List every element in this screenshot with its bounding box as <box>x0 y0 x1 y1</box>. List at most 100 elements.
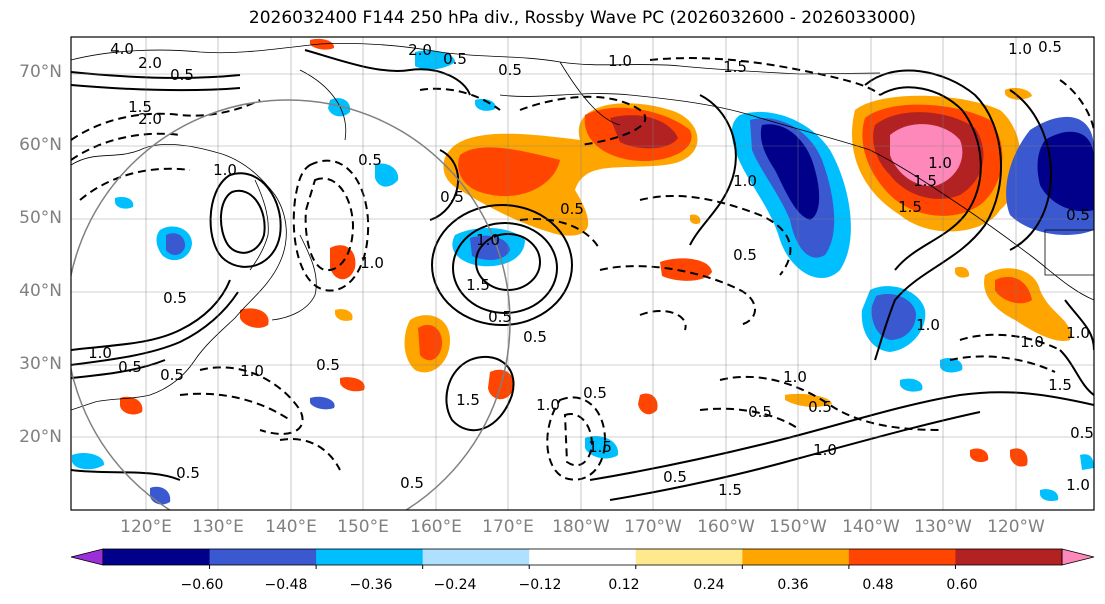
great-circle-guide <box>71 99 511 510</box>
colorbar-segment <box>529 549 637 565</box>
contour-label: 0.5 <box>160 366 184 384</box>
contour-label: 0.5 <box>118 358 142 376</box>
colorbar-tick-label: −0.60 <box>180 577 224 593</box>
colorbar-segment <box>316 549 424 565</box>
contour-label: 1.5 <box>466 276 490 294</box>
colorbar-tick-label: −0.12 <box>518 577 562 593</box>
dashed-contours <box>71 57 1094 481</box>
colorbar-frame <box>102 548 1063 566</box>
lon-label: 120°W <box>987 517 1045 537</box>
colorbar-segment <box>103 549 211 565</box>
contour-label: 1.5 <box>723 58 747 76</box>
lon-label: 130°W <box>914 517 972 537</box>
colorbar <box>70 548 1095 569</box>
lat-label: 20°N <box>19 427 62 447</box>
grid-lines <box>71 37 1094 510</box>
contour-label: 0.5 <box>1070 424 1094 442</box>
contour-label: 0.5 <box>498 61 522 79</box>
contour-label: 1.5 <box>456 391 480 409</box>
contour-label: 1.0 <box>783 368 807 386</box>
contour-label: 0.5 <box>560 200 584 218</box>
colorbar-extend-low <box>70 548 104 566</box>
positive-divergence-areas <box>120 38 1071 467</box>
contour-label: 1.0 <box>1020 333 1044 351</box>
contour-label: 0.5 <box>523 328 547 346</box>
contour-label: 1.0 <box>213 161 237 179</box>
contour-label: 1.0 <box>536 396 560 414</box>
contour-label: 0.5 <box>176 464 200 482</box>
contour-label: 1.5 <box>1048 376 1072 394</box>
colorbar-tick-label: 0.48 <box>862 577 894 593</box>
contour-label: 1.0 <box>476 231 500 249</box>
lon-label: 140°E <box>265 517 317 537</box>
lon-label: 170°W <box>624 517 682 537</box>
map-panel: 4.0 2.0 0.5 1.5 2.0 1.0 0.5 0.5 1.0 0.5 … <box>71 37 1094 510</box>
contour-label: 0.5 <box>1066 206 1090 224</box>
contour-label: 4.0 <box>110 40 134 58</box>
contour-labels: 4.0 2.0 0.5 1.5 2.0 1.0 0.5 0.5 1.0 0.5 … <box>88 38 1094 499</box>
colorbar-tick-label: 0.24 <box>693 577 725 593</box>
contour-label: 1.0 <box>733 172 757 190</box>
contour-label: 2.0 <box>138 54 162 72</box>
map-frame <box>70 36 1095 511</box>
contour-label: 1.5 <box>128 98 152 116</box>
contour-label: 1.0 <box>928 154 952 172</box>
lon-label: 150°E <box>337 517 389 537</box>
lon-label: 150°W <box>769 517 827 537</box>
contour-label: 0.5 <box>443 50 467 68</box>
contour-label: 1.0 <box>608 52 632 70</box>
colorbar-tick-label: 0.60 <box>946 577 978 593</box>
contour-label: 0.5 <box>583 384 607 402</box>
contour-label: 1.0 <box>240 362 264 380</box>
lon-label: 180°W <box>552 517 610 537</box>
colorbar-tick-label: −0.24 <box>433 577 477 593</box>
contour-label: 1.0 <box>1066 324 1090 342</box>
contour-label: 1.0 <box>360 254 384 272</box>
lat-label: 70°N <box>19 62 62 82</box>
contour-label: 0.5 <box>733 246 757 264</box>
contour-label: 0.5 <box>358 151 382 169</box>
colorbar-segment <box>955 549 1063 565</box>
colorbar-segment <box>742 549 850 565</box>
solid-contours <box>71 49 1094 501</box>
contour-label: 0.5 <box>163 289 187 307</box>
lat-label: 30°N <box>19 354 62 374</box>
contour-label: 1.5 <box>588 438 612 456</box>
contour-label: 2.0 <box>408 41 432 59</box>
contour-label: 1.5 <box>898 198 922 216</box>
colorbar-tick-label: −0.48 <box>264 577 308 593</box>
contour-label: 0.5 <box>1038 38 1062 56</box>
colorbar-segment <box>848 549 956 565</box>
contour-label: 1.0 <box>88 344 112 362</box>
lon-label: 130°E <box>192 517 244 537</box>
colorbar-segment <box>209 549 317 565</box>
colorbar-extend-high <box>1061 548 1095 566</box>
colorbar-tick-label: 0.12 <box>608 577 640 593</box>
contour-label: 2.0 <box>138 110 162 128</box>
contour-label: 0.5 <box>808 398 832 416</box>
colorbar-tick-label: 0.36 <box>777 577 809 593</box>
lat-label: 50°N <box>19 208 62 228</box>
contour-label: 0.5 <box>400 474 424 492</box>
lat-label: 60°N <box>19 135 62 155</box>
contour-label: 0.5 <box>663 468 687 486</box>
contour-label: 1.5 <box>913 172 937 190</box>
contour-label: 0.5 <box>170 66 194 84</box>
negative-divergence-areas <box>72 50 1094 505</box>
lon-label: 170°E <box>482 517 534 537</box>
contour-label: 0.5 <box>748 403 772 421</box>
contour-label: 1.0 <box>1008 40 1032 58</box>
lon-label: 160°W <box>697 517 755 537</box>
lon-label: 140°W <box>842 517 900 537</box>
contour-label: 1.5 <box>718 481 742 499</box>
lon-label: 120°E <box>120 517 172 537</box>
lat-label: 40°N <box>19 281 62 301</box>
colorbar-segment <box>635 549 743 565</box>
contour-label: 0.5 <box>440 188 464 206</box>
colorbar-segment <box>422 549 530 565</box>
map-title: 2026032400 F144 250 hPa div., Rossby Wav… <box>248 8 917 28</box>
contour-label: 1.0 <box>916 316 940 334</box>
contour-label: 0.5 <box>488 308 512 326</box>
lon-label: 160°E <box>410 517 462 537</box>
